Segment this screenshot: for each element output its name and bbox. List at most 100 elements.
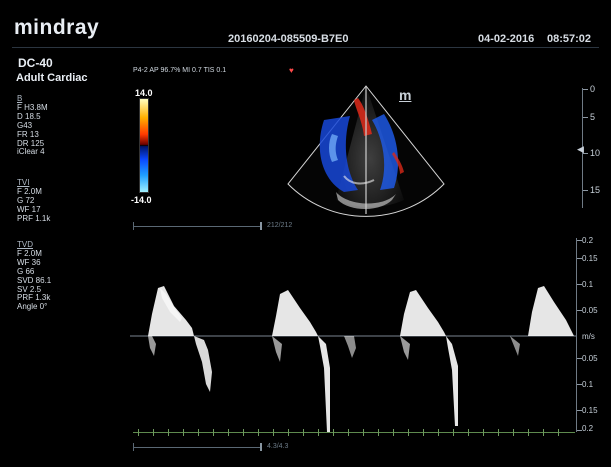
doppler-spectrum xyxy=(130,286,576,432)
exam-preset: Adult Cardiac xyxy=(16,72,88,84)
sweep-tick xyxy=(333,429,334,436)
sweep-tick xyxy=(168,429,169,436)
sweep-tick xyxy=(228,429,229,436)
sweep-tick xyxy=(273,429,274,436)
param-line: SVD 86.1 xyxy=(17,275,52,285)
velocity-scale-line xyxy=(576,238,577,432)
velocity-label: 0.05 xyxy=(582,306,598,315)
time-label: 4.3/4.3 xyxy=(267,443,289,450)
param-group-title: TVI xyxy=(17,178,30,187)
acquisition-params: P4-2 AP 96.7% MI 0.7 TIS 0.1 xyxy=(133,67,227,74)
range-bar-end xyxy=(260,222,262,230)
velocity-label: 0.15 xyxy=(582,406,598,415)
velocity-label: 0.1 xyxy=(582,380,594,389)
sweep-tick xyxy=(213,429,214,436)
sweep-tick xyxy=(498,429,499,436)
depth-scale-line xyxy=(582,88,583,208)
sweep-tick xyxy=(153,429,154,436)
sweep-tick xyxy=(438,429,439,436)
color-bar-max: 14.0 xyxy=(135,88,153,98)
brand-logo: mindray xyxy=(14,16,100,39)
depth-tick xyxy=(583,153,588,154)
velocity-label: 0.1 xyxy=(582,280,594,289)
param-line: G 66 xyxy=(17,266,35,276)
color-velocity-bar xyxy=(139,98,149,193)
sweep-tick xyxy=(258,429,259,436)
sweep-tick xyxy=(453,429,454,436)
param-line: WF 17 xyxy=(17,204,41,214)
param-line: PRF 1.1k xyxy=(17,213,51,223)
sweep-tick xyxy=(468,429,469,436)
velocity-label: 0.15 xyxy=(582,254,598,263)
velocity-tick xyxy=(577,430,582,431)
param-line: SV 2.5 xyxy=(17,284,42,294)
depth-label: 10 xyxy=(590,148,601,158)
param-line: F 2.0M xyxy=(17,248,42,258)
sweep-tick xyxy=(318,429,319,436)
sweep-tick xyxy=(558,429,559,436)
depth-tick xyxy=(583,190,588,191)
range-bar xyxy=(133,226,261,227)
velocity-tick xyxy=(577,240,582,241)
velocity-tick xyxy=(577,310,582,311)
sweep-tick xyxy=(423,429,424,436)
time-bar-start xyxy=(133,443,134,451)
mode-m-icon: m xyxy=(399,87,412,103)
sweep-tick xyxy=(528,429,529,436)
depth-tick xyxy=(583,89,588,90)
depth-label: 0 xyxy=(590,84,596,94)
sweep-tick xyxy=(348,429,349,436)
depth-label: 15 xyxy=(590,185,601,195)
color-bar-min: -14.0 xyxy=(131,195,152,205)
sweep-tick xyxy=(303,429,304,436)
range-label: 212/212 xyxy=(267,222,293,229)
doppler-trace xyxy=(148,286,574,432)
focus-arrow-icon: ◀ xyxy=(577,144,584,154)
param-line: F H3.8M xyxy=(17,102,48,112)
param-line: F 2.0M xyxy=(17,186,42,196)
sweep-time-axis xyxy=(133,432,575,433)
sweep-tick xyxy=(198,429,199,436)
range-bar-start xyxy=(133,222,134,230)
b-mode-params: B F H3.8M D 18.5 G43 FR 13 DR 125 iClear… xyxy=(17,94,48,157)
sweep-tick xyxy=(243,429,244,436)
study-id: 20160204-085509-B7E0 xyxy=(228,33,349,45)
header-divider xyxy=(12,47,599,48)
sweep-tick xyxy=(183,429,184,436)
sweep-tick xyxy=(288,429,289,436)
sweep-tick xyxy=(543,429,544,436)
param-group-title: B xyxy=(17,94,23,103)
heart-icon: ♥ xyxy=(289,66,294,75)
param-line: D 18.5 xyxy=(17,111,41,121)
sector-image xyxy=(287,85,445,217)
velocity-tick xyxy=(577,258,582,259)
tvd-params: TVD F 2.0M WF 36 G 66 SVD 86.1 SV 2.5 PR… xyxy=(17,240,52,312)
sweep-tick xyxy=(378,429,379,436)
exam-time: 08:57:02 xyxy=(547,33,592,45)
param-group-title: TVD xyxy=(17,240,33,249)
velocity-label: 0.2 xyxy=(582,236,594,245)
depth-label: 5 xyxy=(590,112,596,122)
sweep-tick xyxy=(393,429,394,436)
velocity-tick xyxy=(577,410,582,411)
sweep-tick xyxy=(483,429,484,436)
velocity-label: 0.2 xyxy=(582,424,594,433)
time-bar-end xyxy=(260,443,262,451)
depth-tick xyxy=(583,117,588,118)
sweep-tick xyxy=(363,429,364,436)
param-line: G 72 xyxy=(17,195,35,205)
sweep-tick xyxy=(408,429,409,436)
sweep-tick xyxy=(138,429,139,436)
velocity-tick xyxy=(577,358,582,359)
param-line: WF 36 xyxy=(17,257,41,267)
probe-name: DC-40 xyxy=(18,56,53,70)
velocity-unit: m/s xyxy=(582,332,595,341)
param-line: G43 xyxy=(17,120,33,130)
param-line: DR 125 xyxy=(17,138,45,148)
param-line: Angle 0° xyxy=(17,302,48,312)
time-bar xyxy=(133,447,261,448)
velocity-label: 0.05 xyxy=(582,354,598,363)
velocity-tick xyxy=(577,384,582,385)
tvi-params: TVI F 2.0M G 72 WF 17 PRF 1.1k xyxy=(17,178,51,224)
